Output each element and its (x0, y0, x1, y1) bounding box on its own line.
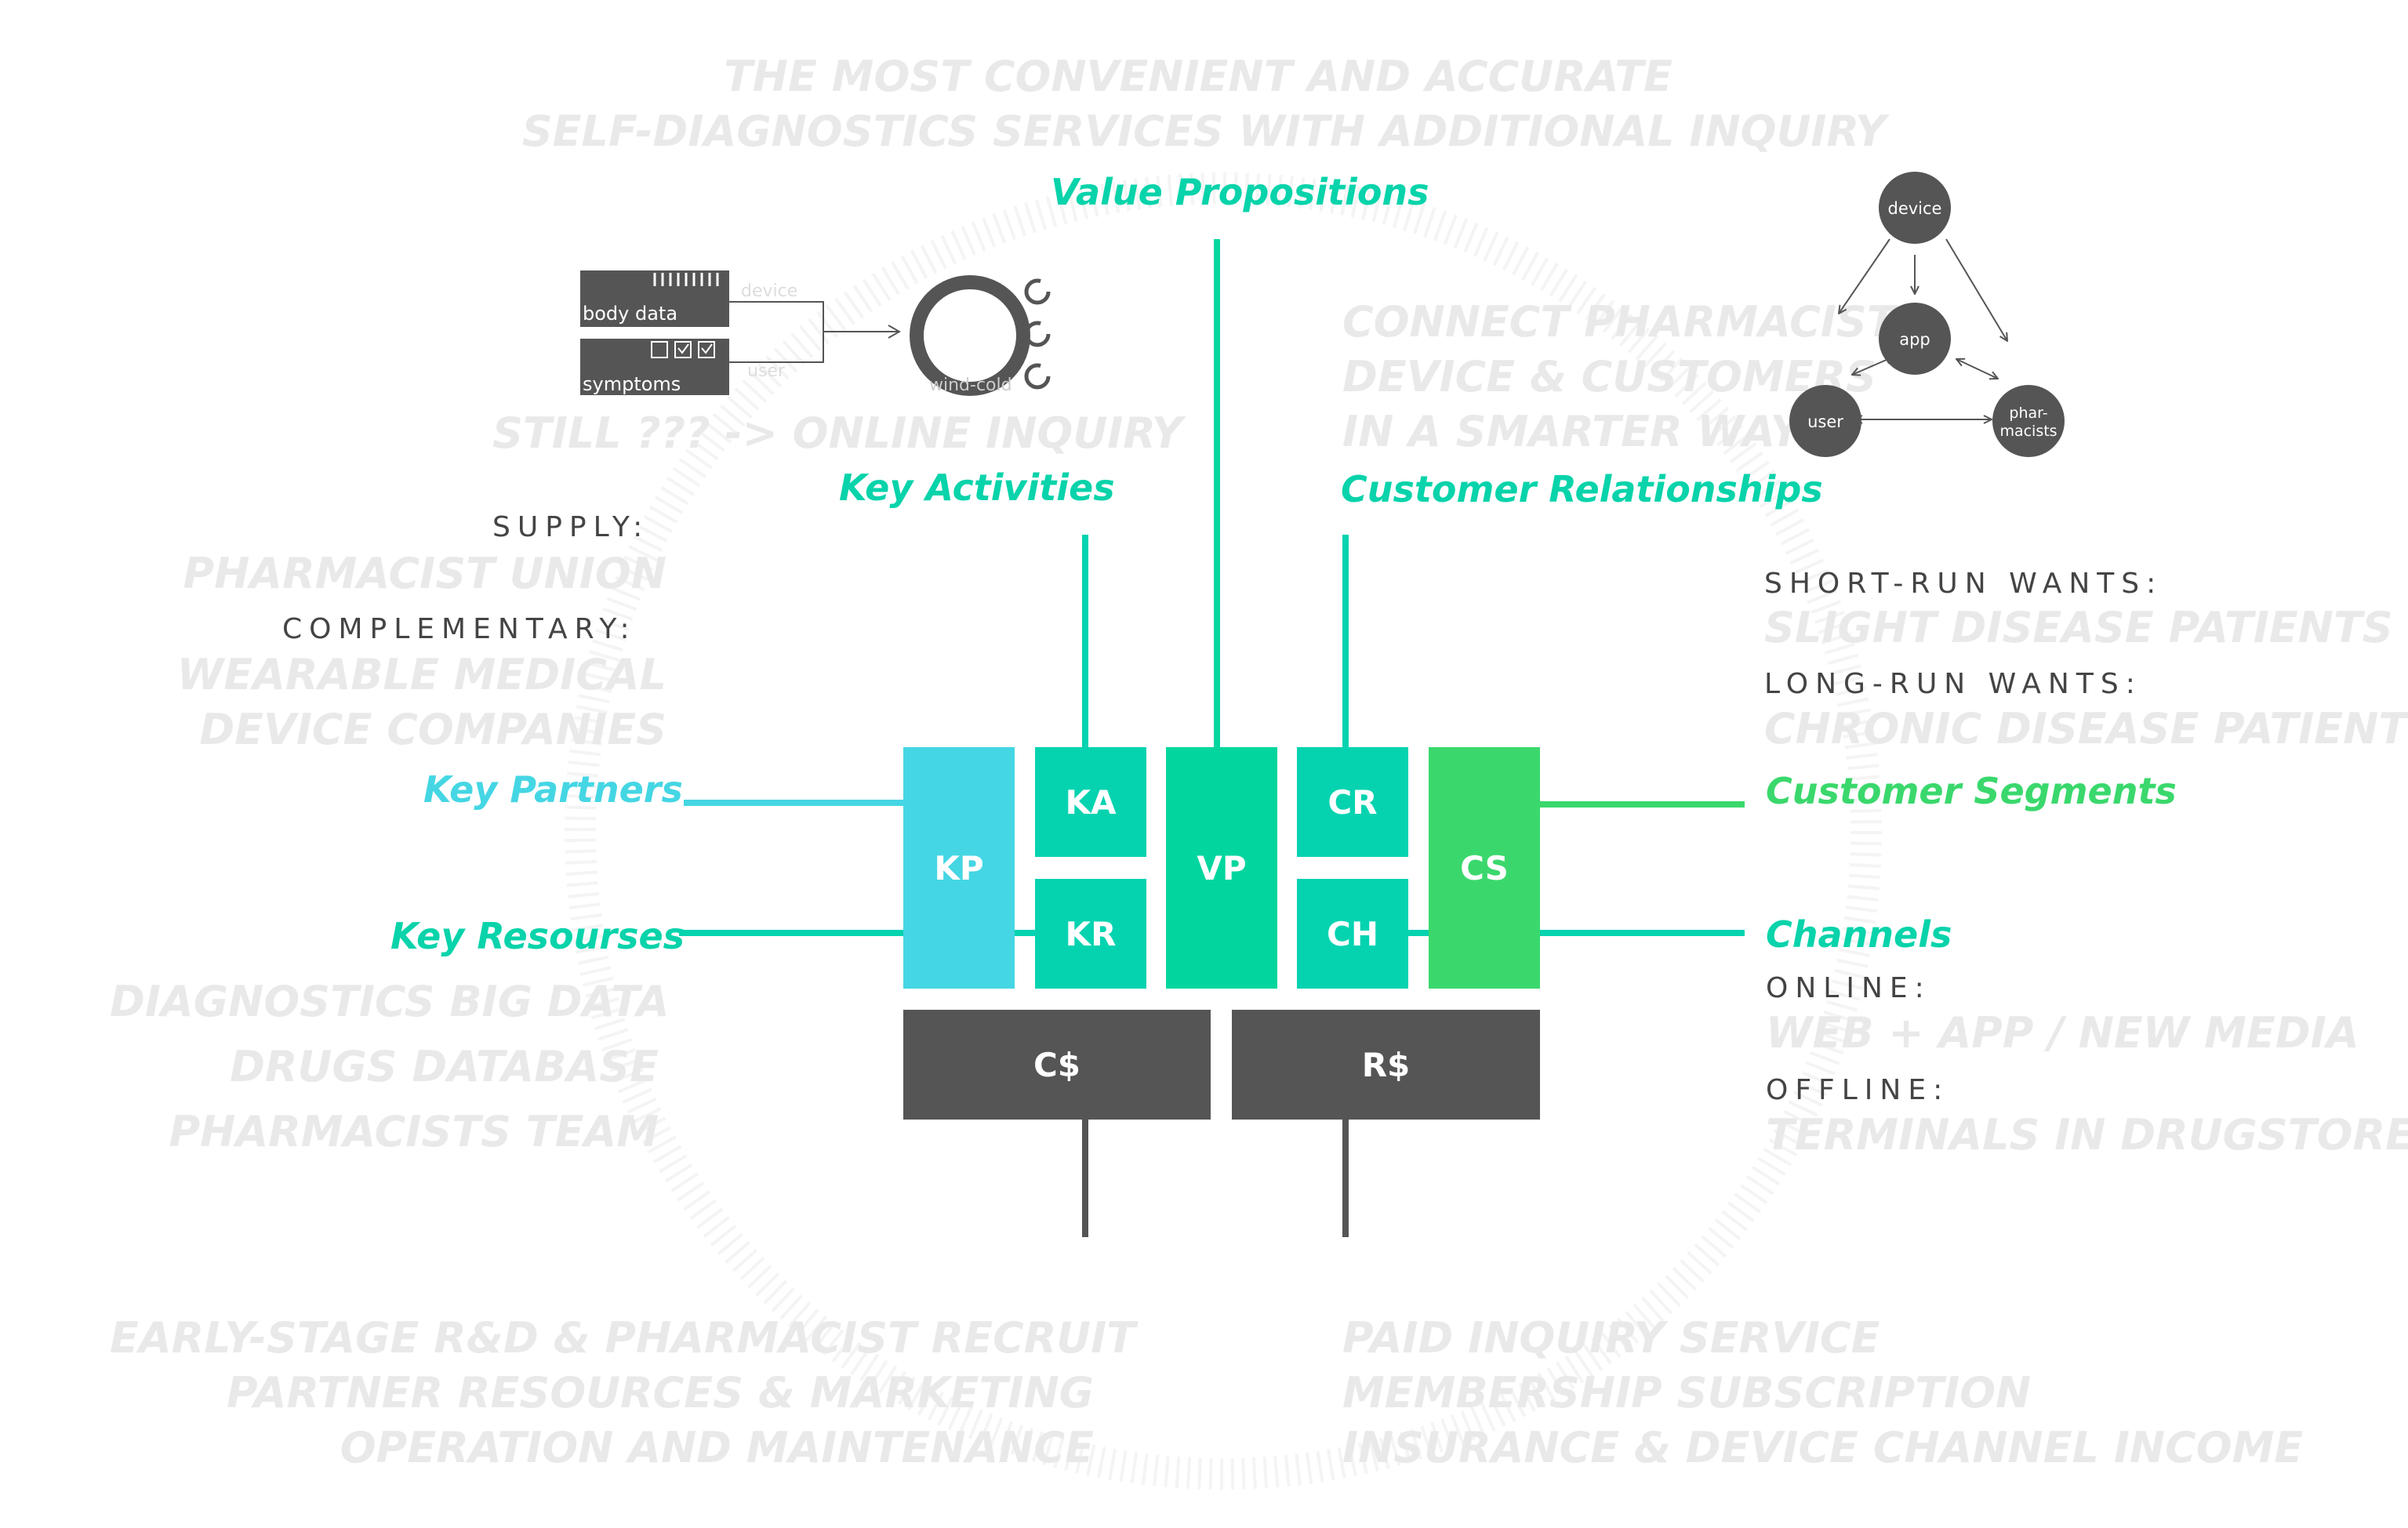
cr-line-3: IN A SMARTER WAY (1342, 407, 1801, 456)
key-resource-3: PHARMACISTS TEAM (169, 1107, 659, 1156)
cr-line-1: CONNECT PHARMACISTS (1342, 297, 1927, 347)
headline-line-2: SELF-DIAGNOSTICS SERVICES WITH ADDITIONA… (521, 107, 1887, 156)
block-cs: CS (1429, 747, 1540, 989)
key-resources-text: DIAGNOSTICS BIG DATA DRUGS DATABASE PHAR… (110, 969, 670, 1164)
block-ch: CH (1297, 879, 1408, 989)
cost-line-2: PARTNER RESOURCES & MARKETING (227, 1368, 1094, 1417)
block-ka: KA (1035, 747, 1146, 857)
wind-cold-label: wind-cold (929, 376, 1012, 395)
key-resource-2: DRUGS DATABASE (230, 1042, 659, 1091)
user-node-label: user (1807, 412, 1843, 431)
long-run-label: LONG-RUN WANTS: (1764, 668, 2142, 700)
revenue-line-1: PAID INQUIRY SERVICE (1342, 1313, 1880, 1363)
offline-label: OFFLINE: (1766, 1074, 1950, 1106)
complementary-line-1: WEARABLE MEDICAL (176, 650, 666, 699)
complementary-text: WEARABLE MEDICAL DEVICE COMPANIES (149, 648, 666, 757)
device-node (1879, 172, 1951, 244)
complementary-line-2: DEVICE COMPANIES (199, 705, 666, 754)
key-partners-title: Key Partners (423, 768, 683, 811)
block-cost: C$ (903, 1010, 1211, 1120)
cost-line-1: EARLY-STAGE R&D & PHARMACIST RECRUIT (110, 1313, 1136, 1363)
revenue-line-2: MEMBERSHIP SUBSCRIPTION (1342, 1368, 2032, 1417)
supply-label: SUPPLY: (492, 511, 650, 543)
headline: THE MOST CONVENIENT AND ACCURATE SELF-DI… (0, 49, 2408, 159)
kp-connector (684, 800, 903, 806)
revenue-connector (1342, 1113, 1349, 1237)
cost-structure-text: EARLY-STAGE R&D & PHARMACIST RECRUIT PAR… (110, 1311, 1136, 1475)
customer-relationships-text: CONNECT PHARMACISTS DEVICE & CUSTOMERS I… (1342, 295, 1926, 459)
block-vp: VP (1166, 747, 1277, 989)
complementary-label: COMPLEMENTARY: (282, 613, 637, 645)
cost-line-3: OPERATION AND MAINTENANCE (340, 1423, 1094, 1472)
ka-connector (1082, 535, 1088, 748)
user-faint-label: user (747, 361, 786, 381)
pharmacists-node-label-1: phar- (2009, 405, 2047, 422)
offline-text: TERMINALS IN DRUGSTORES (1766, 1110, 2408, 1160)
kr-connector (679, 930, 1035, 936)
customer-segments-title: Customer Segments (1766, 770, 2177, 812)
block-cr: CR (1297, 747, 1408, 857)
user-node (1789, 385, 1861, 457)
pharmacists-node-label-2: macists (1999, 423, 2057, 440)
long-run-text: CHRONIC DISEASE PATIENTS (1764, 704, 2408, 753)
cr-line-2: DEVICE & CUSTOMERS (1342, 352, 1877, 401)
revenue-streams-text: PAID INQUIRY SERVICE MEMBERSHIP SUBSCRIP… (1342, 1311, 2303, 1475)
symptom-diagram: body data symptoms device user wind-cold (580, 270, 1051, 396)
block-kp: KP (903, 747, 1015, 989)
online-label: ONLINE: (1766, 972, 1931, 1004)
headline-line-1: THE MOST CONVENIENT AND ACCURATE (723, 52, 1673, 101)
cs-connector (1533, 801, 1745, 808)
network-diagram: device app user phar- macists (1789, 172, 2065, 457)
device-node-label: device (1888, 199, 1942, 218)
pharmacists-node (1992, 385, 2065, 457)
online-inquiry-text: STILL ??? -> ONLINE INQUIRY (492, 408, 1183, 458)
short-run-text: SLIGHT DISEASE PATIENTS (1764, 603, 2393, 652)
cr-connector (1342, 535, 1349, 748)
revenue-line-3: INSURANCE & DEVICE CHANNEL INCOME (1342, 1423, 2304, 1472)
customer-relationships-title: Customer Relationships (1341, 468, 1823, 510)
value-propositions-title: Value Propositions (1051, 171, 1429, 213)
cost-connector (1082, 1113, 1088, 1237)
block-revenue: R$ (1232, 1010, 1540, 1120)
supply-text: PHARMACIST UNION (183, 549, 667, 598)
app-node-label: app (1899, 330, 1930, 349)
channels-title: Channels (1766, 913, 1952, 956)
body-data-label: body data (583, 303, 677, 325)
ch-connector (1407, 930, 1745, 936)
symptoms-label: symptoms (583, 373, 681, 395)
symptoms-box (580, 339, 729, 395)
key-resource-1: DIAGNOSTICS BIG DATA (110, 977, 670, 1026)
wind-cold-ring (910, 275, 1030, 396)
app-node (1879, 303, 1951, 375)
vp-connector (1214, 239, 1220, 749)
device-faint-label: device (741, 281, 797, 301)
online-text: WEB + APP / NEW MEDIA (1766, 1008, 2359, 1058)
block-kr: KR (1035, 879, 1146, 989)
key-activities-title: Key Activities (839, 466, 1115, 509)
key-resources-title: Key Resourses (390, 915, 685, 957)
short-run-label: SHORT-RUN WANTS: (1764, 568, 2163, 600)
